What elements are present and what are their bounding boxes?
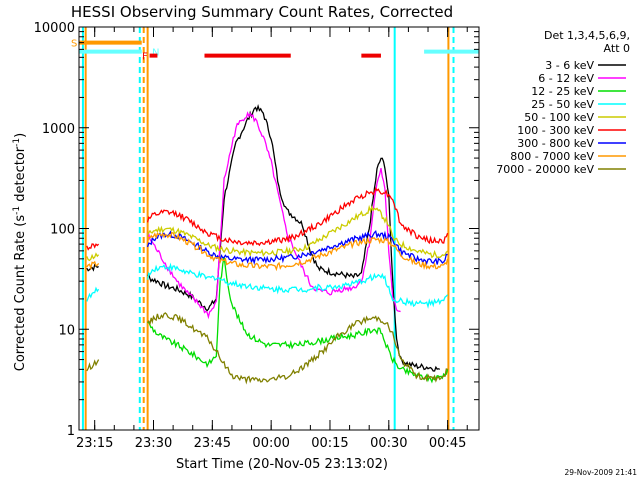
series-line-3-1 (146, 262, 449, 309)
series-line-7-0 (86, 260, 100, 271)
series-line-4-0 (86, 252, 100, 262)
series-line-5-1 (146, 186, 449, 247)
plot-area: S NF 1 10 100 1000 10000 23:15 23:30 23:45 00:00 00… (34, 21, 480, 451)
legend-header-2: Att 0 (604, 42, 630, 55)
series-line-7-1 (146, 231, 449, 272)
chart-title: HESSI Observing Summary Count Rates, Cor… (71, 3, 453, 21)
y-tick-label: 10 (58, 323, 75, 338)
series-line-4-1 (147, 204, 449, 259)
legend-label-0: 3 - 6 keV (545, 59, 594, 72)
y-tick-label: 10000 (34, 21, 75, 36)
flag-label-N: N (152, 48, 159, 59)
x-tick-label: 00:00 (252, 436, 289, 451)
y-tick-label: 1 (67, 424, 75, 439)
legend-label-2: 12 - 25 keV (531, 85, 594, 98)
x-tick-label: 23:30 (135, 436, 172, 451)
legend-header-1: Det 1,3,4,5,6,9, (544, 29, 630, 42)
x-tick-label: 00:15 (311, 436, 348, 451)
y-axis-label-sup2: -1 (12, 138, 22, 147)
series-line-6-0 (146, 230, 448, 266)
series-line-8-1 (147, 312, 448, 385)
x-tick-label: 00:30 (370, 436, 407, 451)
series-line-8-0 (86, 359, 100, 372)
y-axis-label-main: Corrected Count Rate (s (13, 215, 28, 372)
y-axis-label: Corrected Count Rate (s-1 detector-1) (12, 133, 28, 371)
legend-label-7: 800 - 7000 keV (510, 150, 594, 163)
legend-label-6: 300 - 800 keV (517, 137, 594, 150)
y-axis-label-end: ) (13, 133, 28, 138)
legend-label-3: 25 - 50 keV (531, 98, 594, 111)
y-tick-label: 1000 (42, 122, 75, 137)
legend-label-1: 6 - 12 keV (538, 72, 594, 85)
series-line-1-0 (147, 111, 401, 320)
y-axis-label-mid: detector (13, 146, 28, 206)
x-axis-label: Start Time (20-Nov-05 23:13:02) (176, 457, 388, 472)
flag-label-S: S (71, 39, 77, 50)
legend-label-8: 7000 - 20000 keV (496, 163, 594, 176)
x-tick-label: 00:45 (429, 436, 466, 451)
legend-label-4: 50 - 100 keV (524, 111, 594, 124)
x-tick-label: 23:15 (76, 436, 113, 451)
series-line-0-0 (86, 263, 99, 272)
flag-label-F: F (142, 52, 148, 63)
timestamp: 29-Nov-2009 21:41 (565, 468, 638, 477)
y-axis-label-sup: -1 (12, 206, 22, 215)
series-line-2-0 (147, 256, 449, 384)
y-tick-label: 100 (50, 223, 75, 238)
x-tick-label: 23:45 (194, 436, 231, 451)
series-line-5-0 (86, 243, 100, 251)
legend-label-5: 100 - 300 keV (517, 124, 594, 137)
series-line-3-0 (86, 286, 100, 302)
